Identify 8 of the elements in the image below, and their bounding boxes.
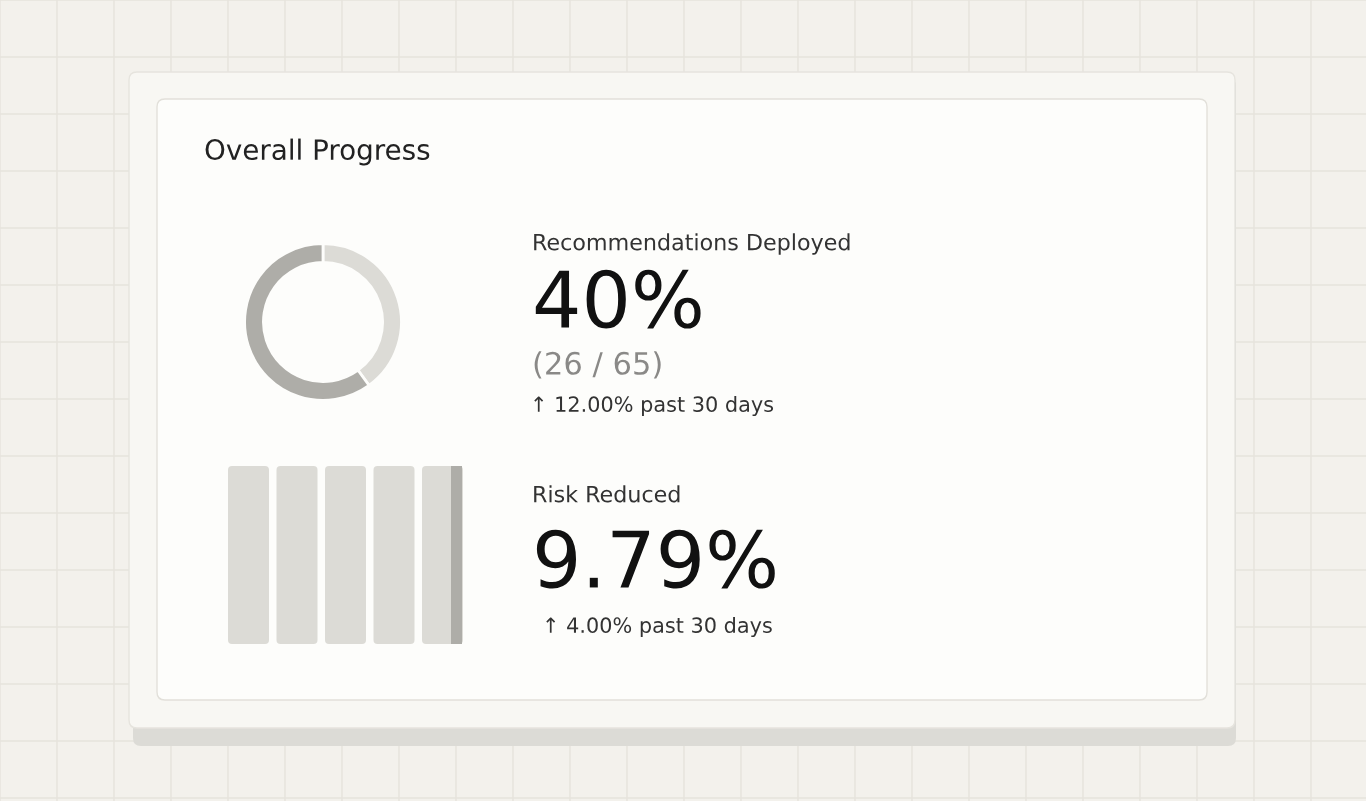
text: 40% bbox=[535, 269, 701, 329]
text: ↑ 12.00% past 30 days bbox=[534, 395, 774, 417]
text: Recommendations Deployed bbox=[534, 233, 850, 255]
text: ↑ 4.00% past 30 days bbox=[546, 616, 772, 638]
text: (26 / 65) bbox=[534, 351, 661, 379]
chart-title: Overall Progress bbox=[205, 138, 430, 166]
text: Risk Reduced bbox=[534, 485, 680, 503]
text: 9.79% bbox=[536, 529, 775, 589]
